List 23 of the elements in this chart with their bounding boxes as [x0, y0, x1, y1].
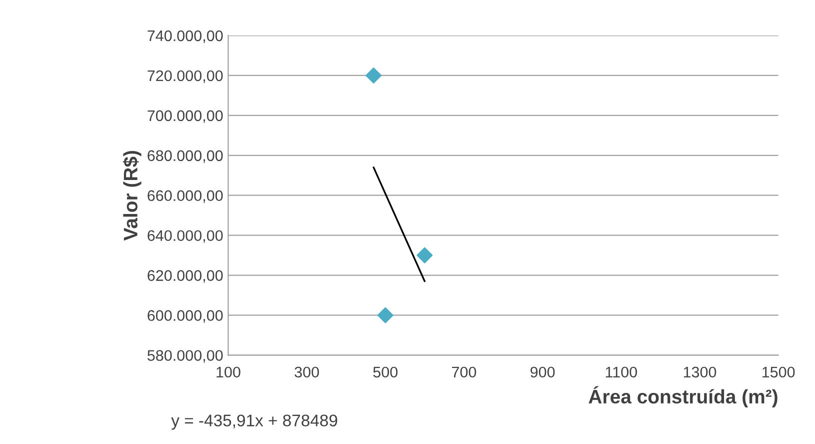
- x-tick-label: 300: [294, 366, 319, 378]
- y-tick-label: 740.000,00: [148, 30, 223, 44]
- y-tick-label: 660.000,00: [148, 190, 223, 203]
- x-tick-label: 100: [216, 366, 240, 378]
- y-tick-label: 640.000,00: [148, 230, 223, 243]
- x-tick-label: 500: [373, 366, 398, 378]
- x-tick-label: 1500: [762, 366, 795, 378]
- text: y = -435,91x + 878489: [171, 414, 338, 430]
- x-tick-label: 1300: [684, 366, 716, 378]
- y-tick-label: 580.000,00: [147, 350, 223, 363]
- x-tick-label: 900: [530, 366, 555, 378]
- y-axis-title: Valor (R$): [122, 150, 142, 241]
- y-tick-label: 600.000,00: [148, 310, 223, 323]
- point: [366, 68, 382, 84]
- y-tick-label: 720.000,00: [148, 70, 223, 83]
- y-tick-label: 680.000,00: [148, 150, 223, 163]
- point: [377, 307, 394, 324]
- y-tick-label: 620.000,00: [148, 270, 223, 283]
- x-axis-title: Área construída (m²): [588, 386, 778, 408]
- y-tick-label: 700.000,00: [148, 110, 223, 123]
- x-tick-label: 1100: [606, 366, 637, 378]
- point: [416, 247, 433, 264]
- x-tick-label: 700: [452, 366, 476, 378]
